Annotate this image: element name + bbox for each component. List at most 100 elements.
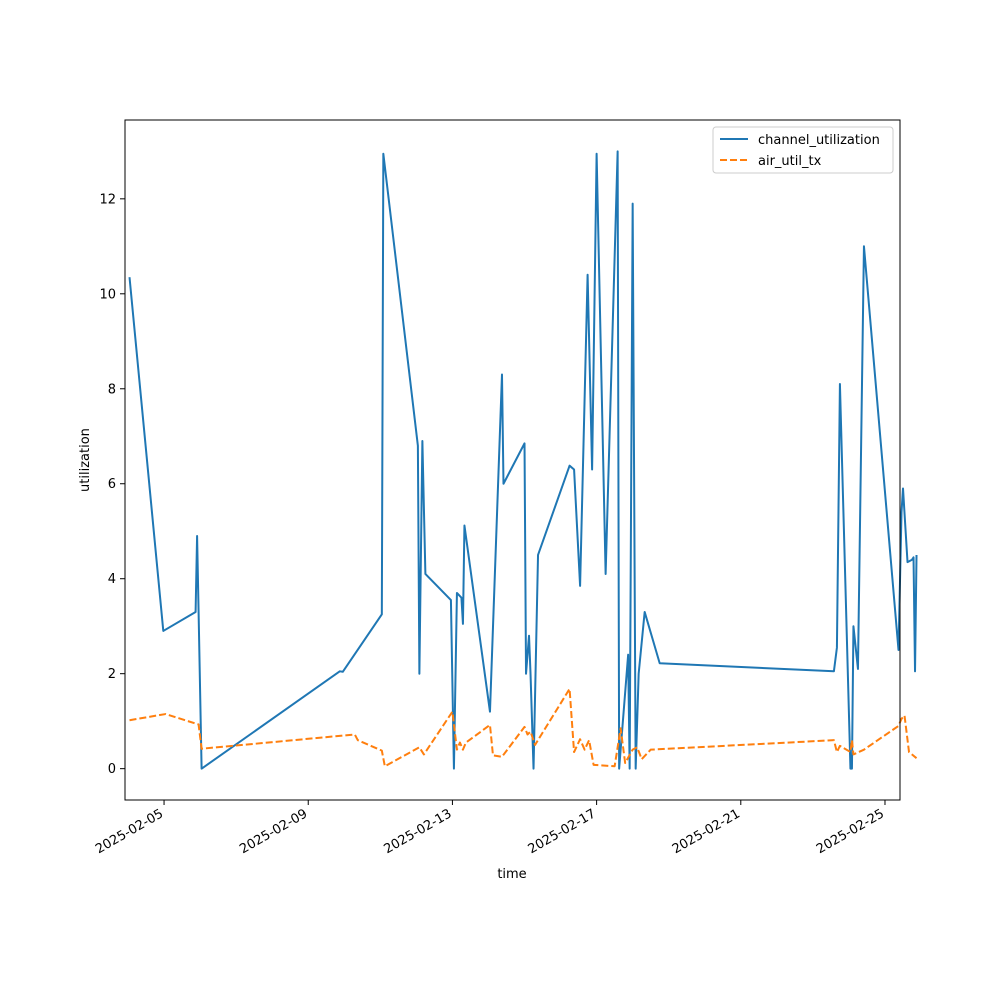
data-point-channel-utilization-11 — [418, 672, 420, 674]
data-point-air-util-tx-34 — [649, 748, 651, 750]
data-point-air-util-tx-7 — [384, 765, 386, 767]
data-point-channel-utilization-24 — [525, 672, 527, 674]
data-point-air-util-tx-23 — [573, 751, 575, 753]
data-point-air-util-tx-25 — [583, 748, 585, 750]
data-point-channel-utilization-1 — [162, 630, 164, 632]
data-point-air-util-tx-10 — [451, 710, 453, 712]
data-point-channel-utilization-44 — [658, 662, 660, 664]
data-point-air-util-tx-4 — [354, 733, 356, 735]
data-point-channel-utilization-53 — [897, 649, 899, 651]
data-point-channel-utilization-43 — [643, 611, 645, 613]
data-point-air-util-tx-9 — [423, 753, 425, 755]
data-point-air-util-tx-15 — [489, 724, 491, 726]
data-point-air-util-tx-17 — [501, 756, 503, 758]
data-point-channel-utilization-52 — [863, 245, 865, 247]
data-point-channel-utilization-35 — [604, 573, 606, 575]
data-point-channel-utilization-18 — [462, 623, 464, 625]
data-point-channel-utilization-37 — [618, 767, 620, 769]
y-axis-label: utilization — [78, 428, 93, 492]
data-point-channel-utilization-7 — [342, 671, 344, 673]
data-point-air-util-tx-45 — [908, 751, 910, 753]
data-point-channel-utilization-50 — [852, 625, 854, 627]
y-tick-label: 0 — [108, 762, 116, 777]
data-point-channel-utilization-32 — [586, 274, 588, 276]
data-point-air-util-tx-8 — [418, 746, 420, 748]
data-point-air-util-tx-3 — [200, 748, 202, 750]
data-point-channel-utilization-45 — [833, 670, 835, 672]
data-point-air-util-tx-41 — [863, 748, 865, 750]
data-point-channel-utilization-10 — [417, 445, 419, 447]
data-point-channel-utilization-4 — [197, 611, 199, 613]
data-point-air-util-tx-40 — [852, 753, 854, 755]
data-point-channel-utilization-26 — [529, 672, 531, 674]
data-point-air-util-tx-11 — [456, 748, 458, 750]
data-point-channel-utilization-57 — [911, 559, 913, 561]
data-point-air-util-tx-14 — [465, 741, 467, 743]
data-point-channel-utilization-60 — [915, 554, 917, 556]
data-point-channel-utilization-39 — [628, 767, 630, 769]
legend: channel_utilization air_util_tx — [712, 126, 894, 174]
data-point-channel-utilization-54 — [900, 511, 902, 513]
data-point-channel-utilization-9 — [382, 153, 384, 155]
data-point-air-util-tx-21 — [534, 744, 536, 746]
data-point-air-util-tx-22 — [568, 688, 570, 690]
data-point-channel-utilization-59 — [914, 670, 916, 672]
y-tick-label: 8 — [108, 382, 116, 397]
data-point-air-util-tx-33 — [640, 758, 642, 760]
data-point-air-util-tx-5 — [357, 739, 359, 741]
data-point-channel-utilization-25 — [528, 635, 530, 637]
data-point-channel-utilization-8 — [381, 613, 383, 615]
data-point-air-util-tx-32 — [636, 746, 638, 748]
data-point-air-util-tx-18 — [523, 726, 525, 728]
y-tick-label: 2 — [108, 667, 116, 682]
data-point-channel-utilization-13 — [424, 573, 426, 575]
data-point-air-util-tx-0 — [128, 719, 130, 721]
data-point-channel-utilization-46 — [836, 646, 838, 648]
data-point-air-util-tx-35 — [833, 739, 835, 741]
data-point-channel-utilization-14 — [450, 599, 452, 601]
y-tick-label: 4 — [108, 572, 116, 587]
data-point-channel-utilization-51 — [857, 668, 859, 670]
data-point-channel-utilization-30 — [573, 468, 575, 470]
data-point-channel-utilization-20 — [489, 710, 491, 712]
legend-label-air-util-tx: air_util_tx — [758, 154, 822, 169]
data-point-channel-utilization-41 — [634, 767, 636, 769]
data-point-channel-utilization-23 — [523, 442, 525, 444]
data-point-air-util-tx-24 — [579, 738, 581, 740]
data-point-channel-utilization-33 — [591, 468, 593, 470]
data-point-channel-utilization-22 — [502, 483, 504, 485]
legend-label-channel-utilization: channel_utilization — [758, 133, 880, 148]
data-point-channel-utilization-0 — [128, 276, 130, 278]
data-point-channel-utilization-36 — [616, 150, 618, 152]
legend-box — [712, 126, 894, 174]
data-point-air-util-tx-30 — [624, 762, 626, 764]
data-point-channel-utilization-47 — [839, 383, 841, 385]
data-point-channel-utilization-3 — [196, 535, 198, 537]
data-point-air-util-tx-6 — [381, 749, 383, 751]
plot-frame — [124, 119, 901, 801]
data-point-channel-utilization-29 — [568, 465, 570, 467]
data-point-air-util-tx-27 — [592, 764, 594, 766]
data-point-channel-utilization-17 — [460, 597, 462, 599]
y-axis: 0 2 4 6 8 10 12 — [99, 192, 125, 777]
data-point-channel-utilization-19 — [463, 524, 465, 526]
data-point-air-util-tx-26 — [588, 739, 590, 741]
data-point-air-util-tx-38 — [849, 751, 851, 753]
data-point-air-util-tx-16 — [492, 754, 494, 756]
data-point-channel-utilization-27 — [532, 767, 534, 769]
data-point-air-util-tx-19 — [526, 733, 528, 735]
data-point-air-util-tx-42 — [897, 725, 899, 727]
data-point-channel-utilization-58 — [912, 556, 914, 558]
data-point-air-util-tx-43 — [900, 718, 902, 720]
data-point-channel-utilization-15 — [453, 767, 455, 769]
x-axis-label: time — [497, 867, 526, 882]
data-point-air-util-tx-44 — [903, 714, 905, 716]
data-point-channel-utilization-31 — [579, 585, 581, 587]
data-point-channel-utilization-6 — [339, 670, 341, 672]
data-point-channel-utilization-49 — [851, 767, 853, 769]
data-point-channel-utilization-21 — [501, 373, 503, 375]
data-point-air-util-tx-36 — [836, 751, 838, 753]
data-point-channel-utilization-38 — [627, 653, 629, 655]
